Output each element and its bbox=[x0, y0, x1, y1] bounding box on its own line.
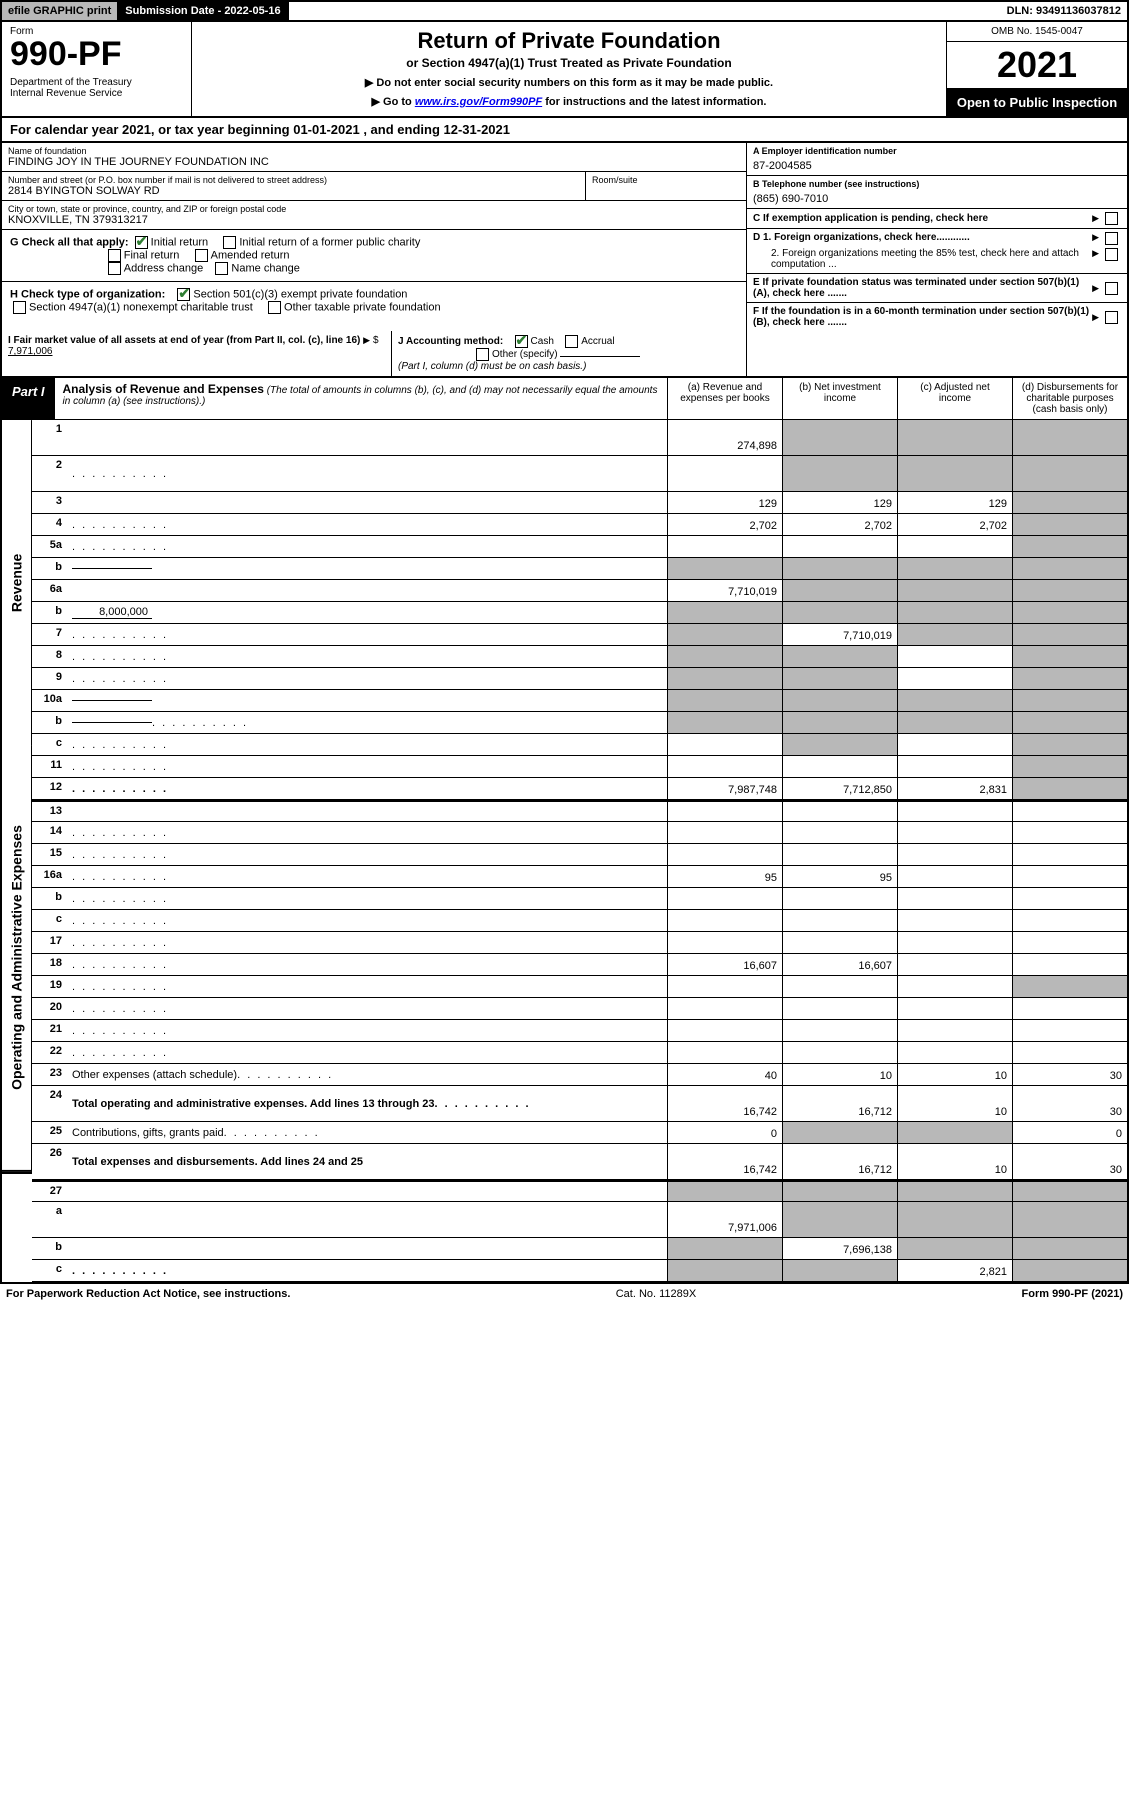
line-15: 15 bbox=[32, 844, 1127, 866]
line-b: b bbox=[32, 888, 1127, 910]
line-c: c bbox=[32, 910, 1127, 932]
room-label: Room/suite bbox=[592, 175, 740, 185]
ein-value: 87-2004585 bbox=[753, 160, 1121, 172]
chk-initial-return[interactable] bbox=[135, 236, 148, 249]
line-b: b7,696,138 bbox=[32, 1238, 1127, 1260]
submission-date: Submission Date - 2022-05-16 bbox=[119, 2, 288, 20]
entity-info: Name of foundation FINDING JOY IN THE JO… bbox=[0, 143, 1129, 331]
line-24: 24Total operating and administrative exp… bbox=[32, 1086, 1127, 1122]
line-c: c2,821 bbox=[32, 1260, 1127, 1282]
phone-label: B Telephone number (see instructions) bbox=[753, 179, 1121, 189]
addr-label: Number and street (or P.O. box number if… bbox=[8, 175, 579, 185]
line-7: 77,710,019 bbox=[32, 624, 1127, 646]
form-header: Form 990-PF Department of the Treasury I… bbox=[0, 22, 1129, 118]
chk-4947[interactable] bbox=[13, 301, 26, 314]
phone-value: (865) 690-7010 bbox=[753, 193, 1121, 205]
line-20: 20 bbox=[32, 998, 1127, 1020]
inspection-label: Open to Public Inspection bbox=[947, 89, 1127, 116]
city-state-zip: KNOXVILLE, TN 379313217 bbox=[8, 214, 740, 226]
foundation-name: FINDING JOY IN THE JOURNEY FOUNDATION IN… bbox=[8, 156, 740, 168]
line-b: b bbox=[32, 558, 1127, 580]
ein-label: A Employer identification number bbox=[753, 146, 1121, 156]
expenses-side-label: Operating and Administrative Expenses bbox=[2, 746, 32, 1172]
city-label: City or town, state or province, country… bbox=[8, 204, 740, 214]
fmv-value: 7,971,006 bbox=[8, 346, 53, 357]
line-11: 11 bbox=[32, 756, 1127, 778]
chk-initial-former[interactable] bbox=[223, 236, 236, 249]
line-21: 21 bbox=[32, 1020, 1127, 1042]
line-6a: 6a7,710,019 bbox=[32, 580, 1127, 602]
chk-address-change[interactable] bbox=[108, 262, 121, 275]
line-27: 27 bbox=[32, 1180, 1127, 1202]
footer-left: For Paperwork Reduction Act Notice, see … bbox=[6, 1288, 290, 1300]
line-18: 1816,60716,607 bbox=[32, 954, 1127, 976]
line-9: 9 bbox=[32, 668, 1127, 690]
line-5a: 5a bbox=[32, 536, 1127, 558]
line-3: 3129129129 bbox=[32, 492, 1127, 514]
line-1: 1274,898 bbox=[32, 420, 1127, 456]
calendar-year-row: For calendar year 2021, or tax year begi… bbox=[0, 118, 1129, 143]
chk-d1[interactable] bbox=[1105, 232, 1118, 245]
efile-label: efile GRAPHIC print bbox=[2, 2, 119, 20]
ij-row: I Fair market value of all assets at end… bbox=[0, 331, 1129, 378]
line-a: a7,971,006 bbox=[32, 1202, 1127, 1238]
col-b-hdr: (b) Net investment income bbox=[782, 378, 897, 419]
line-23: 23Other expenses (attach schedule)401010… bbox=[32, 1064, 1127, 1086]
chk-exemption-pending[interactable] bbox=[1105, 212, 1118, 225]
line-b: b bbox=[32, 712, 1127, 734]
chk-e[interactable] bbox=[1105, 282, 1118, 295]
chk-final-return[interactable] bbox=[108, 249, 121, 262]
chk-501c3[interactable] bbox=[177, 288, 190, 301]
name-label: Name of foundation bbox=[8, 146, 740, 156]
form-title: Return of Private Foundation bbox=[198, 28, 940, 54]
line-26: 26Total expenses and disbursements. Add … bbox=[32, 1144, 1127, 1180]
chk-other-taxable[interactable] bbox=[268, 301, 281, 314]
line-14: 14 bbox=[32, 822, 1127, 844]
line-13: 13 bbox=[32, 800, 1127, 822]
dept-label: Department of the Treasury Internal Reve… bbox=[10, 77, 183, 99]
chk-f[interactable] bbox=[1105, 311, 1118, 324]
line-2: 2 bbox=[32, 456, 1127, 492]
line-4: 42,7022,7022,702 bbox=[32, 514, 1127, 536]
dln-label: DLN: 93491136037812 bbox=[1001, 2, 1127, 20]
line-16a: 16a9595 bbox=[32, 866, 1127, 888]
line-b: b 8,000,000 bbox=[32, 602, 1127, 624]
line-25: 25Contributions, gifts, grants paid00 bbox=[32, 1122, 1127, 1144]
address: 2814 BYINGTON SOLWAY RD bbox=[8, 185, 579, 197]
page-footer: For Paperwork Reduction Act Notice, see … bbox=[0, 1284, 1129, 1304]
footer-right: Form 990-PF (2021) bbox=[1022, 1288, 1123, 1300]
line-10a: 10a bbox=[32, 690, 1127, 712]
part1-table: Revenue Operating and Administrative Exp… bbox=[0, 420, 1129, 1284]
chk-name-change[interactable] bbox=[215, 262, 228, 275]
chk-amended[interactable] bbox=[195, 249, 208, 262]
col-c-hdr: (c) Adjusted net income bbox=[897, 378, 1012, 419]
omb-number: OMB No. 1545-0047 bbox=[947, 22, 1127, 42]
chk-accrual[interactable] bbox=[565, 335, 578, 348]
c-label: C If exemption application is pending, c… bbox=[753, 213, 1092, 224]
col-d-hdr: (d) Disbursements for charitable purpose… bbox=[1012, 378, 1127, 419]
top-bar: efile GRAPHIC print Submission Date - 20… bbox=[0, 0, 1129, 22]
part1-tab: Part I bbox=[2, 378, 55, 419]
line-17: 17 bbox=[32, 932, 1127, 954]
revenue-side-label: Revenue bbox=[2, 420, 32, 746]
section-h: H Check type of organization: Section 50… bbox=[2, 282, 746, 320]
line-c: c bbox=[32, 734, 1127, 756]
chk-other-method[interactable] bbox=[476, 348, 489, 361]
chk-cash[interactable] bbox=[515, 335, 528, 348]
tax-year: 2021 bbox=[947, 42, 1127, 89]
note-link: ▶ Go to www.irs.gov/Form990PF for instru… bbox=[198, 95, 940, 108]
footer-center: Cat. No. 11289X bbox=[290, 1288, 1021, 1300]
form-subtitle: or Section 4947(a)(1) Trust Treated as P… bbox=[198, 56, 940, 70]
form-number: 990-PF bbox=[10, 37, 183, 71]
chk-d2[interactable] bbox=[1105, 248, 1118, 261]
irs-link[interactable]: www.irs.gov/Form990PF bbox=[415, 96, 542, 108]
note-ssn: ▶ Do not enter social security numbers o… bbox=[198, 76, 940, 89]
col-a-hdr: (a) Revenue and expenses per books bbox=[667, 378, 782, 419]
line-8: 8 bbox=[32, 646, 1127, 668]
section-g: G Check all that apply: Initial return I… bbox=[2, 230, 746, 282]
part1-header: Part I Analysis of Revenue and Expenses … bbox=[0, 378, 1129, 420]
line-22: 22 bbox=[32, 1042, 1127, 1064]
line-12: 127,987,7487,712,8502,831 bbox=[32, 778, 1127, 800]
line-19: 19 bbox=[32, 976, 1127, 998]
